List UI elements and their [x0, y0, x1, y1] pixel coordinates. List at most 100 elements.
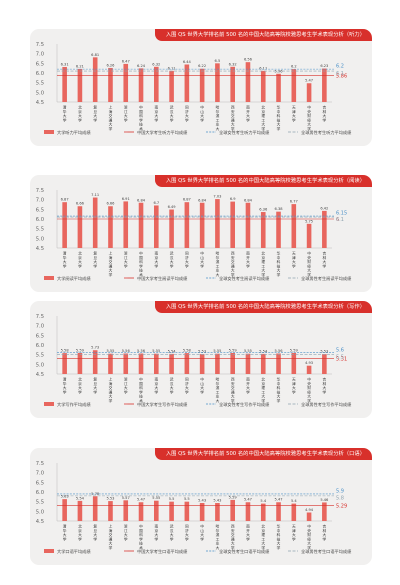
category-label: 清华大学: [63, 251, 67, 269]
data-label: 5.46: [320, 498, 329, 502]
bar: [169, 209, 174, 248]
data-label: 5.58: [61, 349, 70, 353]
legend-label: 中国大学考生听力平均成绩: [137, 129, 188, 136]
data-label: 5.55: [106, 349, 114, 353]
reference-line-label: 5.9: [336, 489, 344, 495]
bar: [230, 201, 235, 248]
category-label: 清华大学: [63, 377, 67, 395]
reference-line-label: 5.6: [336, 347, 344, 353]
category-label: 华中科技大学: [277, 377, 281, 404]
category-label: 华中科技大学: [277, 524, 281, 551]
bar: [77, 206, 83, 248]
bar: [230, 352, 235, 374]
data-label: 5.59: [229, 495, 238, 499]
data-label: 5.43: [198, 499, 206, 503]
data-label: 5.73: [91, 346, 99, 350]
y-tick-label: 7.5: [36, 188, 44, 194]
bar: [230, 499, 235, 521]
chart-title: 入围 QS 世界大学排名前 500 名的中国大陆高等院校雅思考生学术表现分析（听…: [154, 29, 372, 41]
data-label: 6.2: [291, 65, 297, 69]
data-label: 7.03: [213, 195, 221, 199]
data-label: 5.57: [122, 496, 130, 500]
data-label: 5.5: [184, 497, 190, 501]
category-label: 北京理工大学: [261, 251, 265, 278]
bar: [184, 501, 190, 521]
bar: [184, 353, 190, 374]
category-label: 吉林大学: [323, 105, 327, 123]
data-label: 5.75: [305, 219, 313, 223]
data-label: 6.84: [244, 198, 253, 202]
category-label: 同济大学: [185, 377, 189, 395]
data-label: 5.47: [275, 498, 283, 502]
legend-swatch: [44, 549, 54, 553]
bar: [260, 212, 266, 248]
data-label: 6.23: [320, 64, 328, 68]
category-label: 南开大学: [246, 251, 250, 269]
legend-label: 大学写作平均成绩: [57, 401, 91, 408]
category-label: 南开大学: [246, 524, 250, 542]
data-label: 5.4: [291, 499, 297, 503]
data-label: 6.91: [122, 197, 130, 201]
y-tick-label: 5.5: [36, 81, 44, 87]
reference-line-label: 5.86: [336, 74, 347, 80]
data-label: 7.11: [91, 193, 99, 197]
bar: [276, 353, 281, 374]
bar: [215, 199, 220, 248]
category-label: 清华大学: [63, 105, 67, 123]
y-tick-label: 5.0: [36, 90, 44, 96]
bar: [108, 206, 113, 248]
bar: [291, 352, 297, 374]
reference-line-label: 6.2: [336, 64, 344, 70]
reference-line-label: 5.31: [336, 356, 347, 362]
bar: [291, 204, 297, 248]
reference-line-label: 6.1: [336, 217, 344, 223]
category-label: 复旦大学: [93, 377, 97, 395]
category-label: 中山大学: [200, 377, 204, 395]
data-label: 5.59: [290, 348, 299, 352]
category-label: 浙江大学: [124, 251, 128, 269]
bar: [92, 57, 98, 102]
category-label: 清华大学: [63, 524, 67, 542]
category-label: 中国科学技术: [139, 377, 143, 404]
bar: [108, 501, 113, 521]
y-tick-label: 6.5: [36, 61, 44, 67]
category-label: 南京大学: [154, 105, 158, 123]
bar: [92, 197, 98, 248]
category-label: 上海交通大学: [109, 524, 113, 551]
data-label: 6.11: [168, 66, 176, 70]
data-label: 4.93: [305, 361, 313, 365]
chart-svg: 7.5 7.0 6.5 6.0 5.5 5.0 4.5 6.31 6.21 6.81 6.26 6.4…: [36, 42, 352, 136]
bar: [291, 503, 297, 521]
data-label: 6.5: [215, 59, 221, 63]
reference-line-label: 6.15: [336, 211, 347, 217]
bar: [322, 502, 327, 521]
data-label: 6.84: [137, 198, 146, 202]
category-label: 吉林大学: [323, 377, 327, 395]
data-label: 6.56: [244, 58, 253, 62]
bar: [276, 73, 281, 102]
y-tick-label: 4.5: [36, 372, 44, 378]
data-label: 6.31: [61, 63, 69, 67]
category-label: 吉林大学: [323, 524, 327, 542]
bar: [154, 353, 159, 374]
bar: [92, 496, 98, 521]
category-label: 南京大学: [154, 524, 158, 542]
y-tick-label: 6.0: [36, 343, 44, 349]
bar: [260, 353, 266, 374]
category-label: 哈尔滨工业大: [216, 105, 220, 132]
bar: [199, 68, 205, 102]
data-label: 5.55: [244, 349, 252, 353]
legend-label: 全球女性考生口语平均成绩: [219, 548, 270, 555]
category-label: 复旦大学: [93, 524, 97, 542]
bar: [62, 67, 67, 102]
category-label: 同济大学: [185, 251, 189, 269]
y-tick-label: 4.5: [36, 100, 44, 106]
bar: [123, 63, 129, 102]
bar: [322, 354, 327, 374]
category-label: 武汉大学: [170, 105, 174, 123]
category-label: 浙江大学: [124, 377, 128, 395]
category-label: 西安交通大学: [231, 105, 235, 132]
data-label: 6.87: [183, 198, 191, 202]
bar: [77, 352, 83, 374]
data-label: 6.87: [61, 198, 69, 202]
